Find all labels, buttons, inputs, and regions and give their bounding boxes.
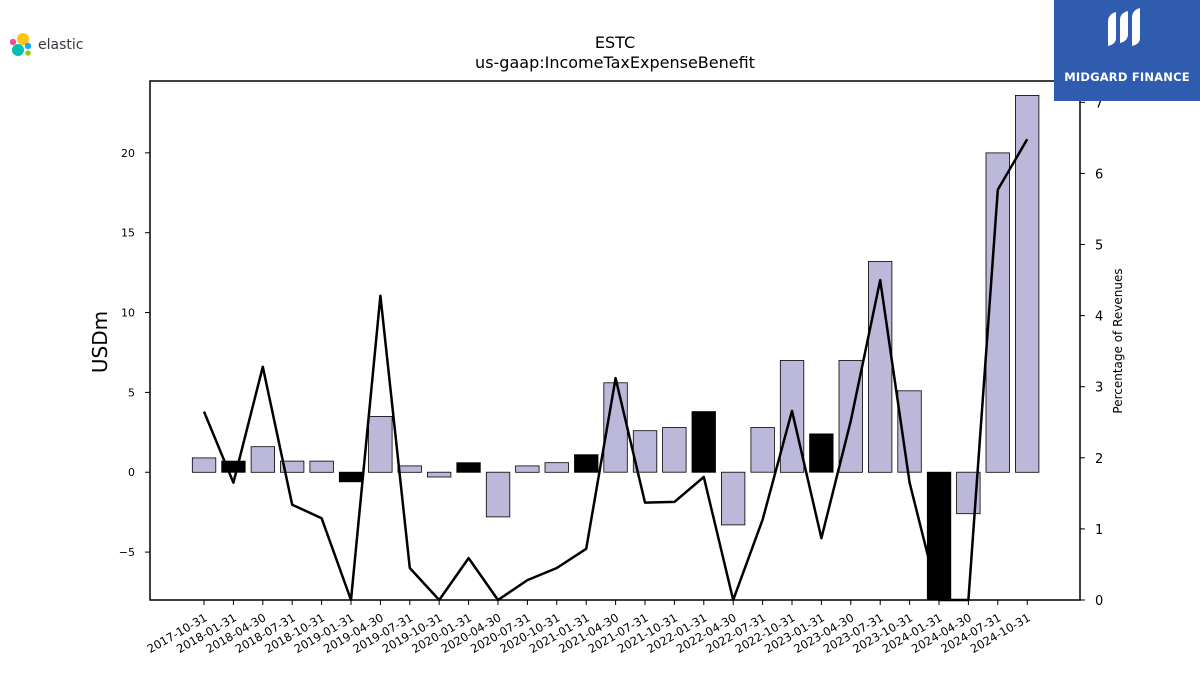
bar-series <box>191 95 1040 601</box>
y2-tick-label: 1 <box>1095 523 1103 538</box>
y-tick-label: 0 <box>128 466 135 479</box>
bar-2017-10-31 <box>191 457 217 473</box>
plot-frame <box>149 80 1081 601</box>
y-tick-label: 20 <box>121 147 135 160</box>
bar-2023-07-31 <box>868 261 893 473</box>
midgard-finance-logo: MIDGARD FINANCE <box>1054 0 1200 101</box>
elastic-logo: elastic <box>8 32 83 58</box>
bar-2022-04-30 <box>721 471 746 526</box>
bar-2018-01-31 <box>221 460 246 473</box>
bar-2021-10-31 <box>662 427 687 473</box>
bar-2018-07-31 <box>279 460 305 473</box>
bar-2023-10-31 <box>897 390 922 473</box>
y-tick-label: −5 <box>119 546 135 559</box>
y2-tick-label: 2 <box>1095 452 1103 467</box>
y-tick-label: 10 <box>121 307 135 320</box>
bar-2019-01-31 <box>338 471 364 483</box>
bar-2023-01-31 <box>809 433 834 473</box>
y2-tick-label: 3 <box>1095 381 1103 396</box>
bar-2019-07-31 <box>397 465 422 473</box>
midgard-wordmark: MIDGARD FINANCE <box>1064 70 1190 84</box>
y2-tick-label: 4 <box>1095 310 1103 325</box>
bar-2020-07-31 <box>515 465 540 473</box>
bar-2022-07-31 <box>750 427 775 473</box>
bar-2024-01-31 <box>926 471 952 601</box>
y2-tick-label: 5 <box>1095 239 1103 254</box>
midgard-logo-icon <box>1108 8 1140 46</box>
bar-2020-01-31 <box>456 462 481 473</box>
y-axis-label: USDm <box>88 311 112 373</box>
chart-title: ESTC <box>594 33 636 52</box>
bar-2018-04-30 <box>250 446 276 473</box>
elastic-wordmark: elastic <box>38 37 84 53</box>
left-axis: −5 0 5 10 15 20 <box>119 147 150 559</box>
chart-subtitle: us-gaap:IncomeTaxExpenseBenefit <box>475 53 755 72</box>
bar-2018-10-31 <box>309 460 334 473</box>
y2-tick-label: 6 <box>1095 167 1103 182</box>
bar-2024-07-31 <box>985 152 1010 473</box>
percentage-of-revenues-line <box>202 138 1029 602</box>
bar-2019-04-30 <box>368 415 393 473</box>
bar-2020-10-31 <box>544 462 569 473</box>
y2-tick-label: 7 <box>1095 96 1103 111</box>
right-axis: 0 1 2 3 4 5 6 7 <box>1080 96 1103 609</box>
elastic-logo-icon <box>9 33 32 56</box>
y2-tick-label: 0 <box>1095 594 1103 609</box>
y-tick-label: 5 <box>128 386 135 399</box>
y-tick-label: 15 <box>121 227 135 240</box>
bar-2021-01-31 <box>574 454 599 473</box>
bar-2019-10-31 <box>426 471 452 478</box>
x-axis: 2017-10-312018-01-312018-04-302018-07-31… <box>145 600 1033 656</box>
bar-2022-01-31 <box>691 411 716 473</box>
bar-2020-04-30 <box>485 471 511 518</box>
y2-axis-label: Percentage of Revenues <box>1111 268 1125 413</box>
bar-2024-10-31 <box>1015 95 1040 473</box>
